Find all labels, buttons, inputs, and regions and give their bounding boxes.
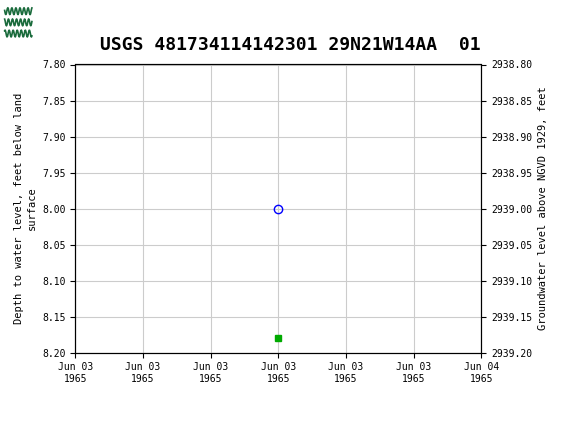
Text: USGS: USGS bbox=[39, 12, 99, 31]
Text: USGS 481734114142301 29N21W14AA  01: USGS 481734114142301 29N21W14AA 01 bbox=[100, 36, 480, 54]
Bar bbox=[3, 3, 46, 40]
Y-axis label: Depth to water level, feet below land
surface: Depth to water level, feet below land su… bbox=[14, 93, 37, 324]
Y-axis label: Groundwater level above NGVD 1929, feet: Groundwater level above NGVD 1929, feet bbox=[538, 87, 548, 330]
